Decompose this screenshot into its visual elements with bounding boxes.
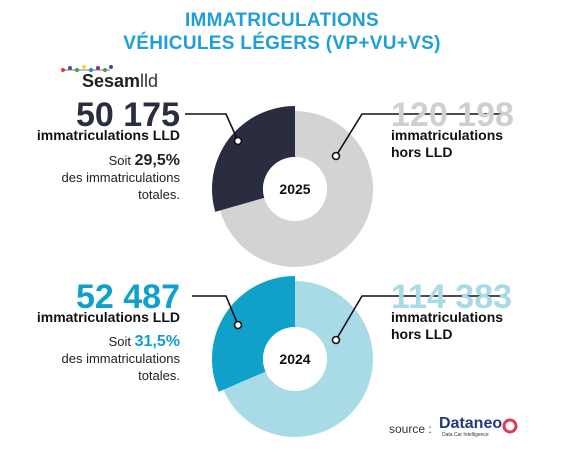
lld-label-2024: immatriculations LLD bbox=[36, 309, 180, 325]
donut-year-label: 2024 bbox=[279, 351, 310, 367]
slice-lld bbox=[212, 106, 295, 212]
leader-dot bbox=[331, 335, 341, 345]
logo-dots-icon bbox=[61, 65, 113, 72]
lld-share-2025: Soit 29,5% des immatriculations totales. bbox=[62, 152, 181, 203]
slice-lld bbox=[212, 276, 295, 392]
dataneo-logo: Dataneo Data Car Intelligence bbox=[439, 415, 519, 445]
leader-dot bbox=[233, 320, 243, 330]
leader-dot bbox=[233, 136, 243, 146]
dataneo-wordmark: Dataneo bbox=[439, 415, 503, 432]
logo-wordmark: Sesamlld bbox=[82, 71, 159, 91]
leader-line bbox=[335, 295, 506, 341]
lld-label-2025: immatriculations LLD bbox=[36, 127, 180, 143]
donut-chart-2025: 2025 bbox=[212, 106, 373, 267]
chart-title-line-2: VÉHICULES LÉGERS (VP+VU+VS) bbox=[123, 33, 441, 54]
leader-line bbox=[335, 113, 506, 157]
hors-label-2025: immatriculations hors LLD bbox=[391, 127, 504, 160]
leader-line bbox=[192, 295, 239, 326]
dataneo-ring-icon bbox=[502, 418, 518, 434]
leader-line bbox=[185, 113, 239, 142]
donut-year-label: 2025 bbox=[279, 181, 310, 197]
share-prefix: Soit bbox=[108, 153, 131, 168]
lld-value-2024: 52 487 bbox=[76, 278, 180, 316]
donut-chart-2024: 2024 bbox=[212, 276, 374, 437]
lld-share-2024: Soit 31,5% des immatriculations totales. bbox=[62, 333, 181, 384]
share-percent-2025: 29,5% bbox=[134, 152, 180, 169]
dataneo-tagline: Data Car Intelligence bbox=[442, 432, 489, 438]
leader-lines bbox=[185, 113, 506, 345]
donut-center bbox=[263, 327, 327, 391]
leader-dot bbox=[331, 151, 341, 161]
share-text: des immatriculations bbox=[61, 351, 181, 366]
share-text: des immatriculations bbox=[61, 170, 181, 185]
sesamlld-logo: Sesamlld bbox=[60, 62, 180, 92]
hors-label-2024: immatriculations hors LLD bbox=[391, 309, 504, 342]
hors-value-2024: 114 383 bbox=[391, 278, 513, 316]
slice-hors-lld bbox=[220, 111, 373, 267]
hors-value-2025: 120 198 bbox=[391, 96, 514, 134]
donut-center bbox=[263, 157, 327, 221]
chart-title-line-1: IMMATRICULATIONS bbox=[184, 10, 380, 31]
share-text: totales. bbox=[138, 368, 180, 383]
share-percent-2024: 31,5% bbox=[134, 333, 180, 350]
slice-hors-lld bbox=[223, 281, 374, 437]
share-text: totales. bbox=[138, 187, 180, 202]
source-label: source : bbox=[389, 422, 432, 436]
share-prefix: Soit bbox=[108, 334, 131, 349]
lld-value-2025: 50 175 bbox=[76, 96, 180, 134]
